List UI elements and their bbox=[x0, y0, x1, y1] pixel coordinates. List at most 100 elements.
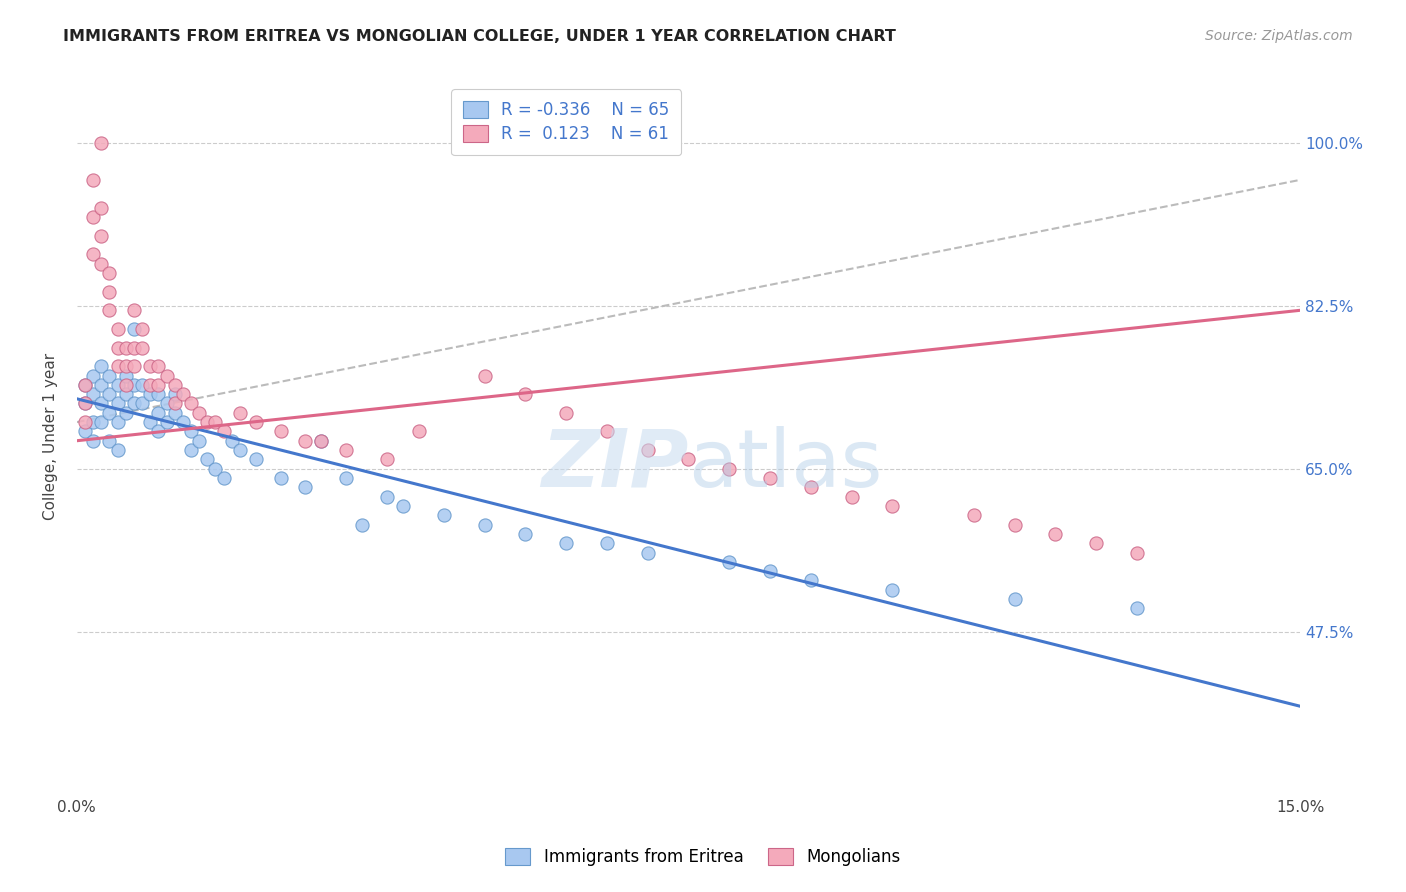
Y-axis label: College, Under 1 year: College, Under 1 year bbox=[44, 352, 58, 520]
Point bbox=[114, 359, 136, 374]
Point bbox=[82, 434, 104, 448]
Text: IMMIGRANTS FROM ERITREA VS MONGOLIAN COLLEGE, UNDER 1 YEAR CORRELATION CHART: IMMIGRANTS FROM ERITREA VS MONGOLIAN COL… bbox=[63, 29, 896, 45]
Point bbox=[841, 490, 863, 504]
Point bbox=[114, 341, 136, 355]
Point bbox=[131, 322, 153, 336]
Point bbox=[98, 285, 121, 299]
Point bbox=[1126, 545, 1149, 559]
Point bbox=[139, 377, 162, 392]
Point bbox=[107, 443, 129, 458]
Point bbox=[515, 387, 537, 401]
Point bbox=[148, 406, 170, 420]
Point bbox=[114, 387, 136, 401]
Point bbox=[114, 406, 136, 420]
Point bbox=[882, 582, 904, 597]
Point bbox=[229, 406, 252, 420]
Point bbox=[294, 434, 316, 448]
Point bbox=[335, 443, 357, 458]
Point bbox=[163, 406, 186, 420]
Point bbox=[433, 508, 456, 523]
Point bbox=[245, 452, 267, 467]
Point bbox=[98, 387, 121, 401]
Point bbox=[963, 508, 986, 523]
Text: ZIP: ZIP bbox=[541, 425, 689, 504]
Point bbox=[82, 368, 104, 383]
Point bbox=[90, 201, 112, 215]
Point bbox=[98, 434, 121, 448]
Point bbox=[195, 452, 218, 467]
Point bbox=[122, 322, 145, 336]
Point bbox=[800, 574, 823, 588]
Point bbox=[718, 461, 741, 475]
Point bbox=[375, 490, 398, 504]
Point bbox=[408, 425, 430, 439]
Point bbox=[637, 443, 659, 458]
Point bbox=[90, 396, 112, 410]
Point bbox=[163, 396, 186, 410]
Point bbox=[139, 415, 162, 429]
Point bbox=[122, 359, 145, 374]
Point bbox=[204, 461, 226, 475]
Point bbox=[163, 377, 186, 392]
Point bbox=[139, 387, 162, 401]
Point bbox=[131, 377, 153, 392]
Point bbox=[204, 415, 226, 429]
Legend: Immigrants from Eritrea, Mongolians: Immigrants from Eritrea, Mongolians bbox=[499, 841, 907, 873]
Point bbox=[515, 527, 537, 541]
Point bbox=[555, 536, 578, 550]
Point bbox=[229, 443, 252, 458]
Point bbox=[82, 247, 104, 261]
Text: Source: ZipAtlas.com: Source: ZipAtlas.com bbox=[1205, 29, 1353, 44]
Point bbox=[98, 266, 121, 280]
Point bbox=[270, 425, 292, 439]
Point bbox=[596, 425, 619, 439]
Point bbox=[270, 471, 292, 485]
Point bbox=[555, 406, 578, 420]
Legend: R = -0.336    N = 65, R =  0.123    N = 61: R = -0.336 N = 65, R = 0.123 N = 61 bbox=[451, 89, 681, 155]
Point bbox=[73, 377, 96, 392]
Point bbox=[392, 499, 415, 513]
Point bbox=[882, 499, 904, 513]
Point bbox=[800, 480, 823, 494]
Point bbox=[107, 341, 129, 355]
Point bbox=[637, 545, 659, 559]
Point bbox=[375, 452, 398, 467]
Point bbox=[212, 471, 235, 485]
Point bbox=[335, 471, 357, 485]
Point bbox=[90, 257, 112, 271]
Point bbox=[107, 359, 129, 374]
Point bbox=[122, 303, 145, 318]
Point bbox=[163, 387, 186, 401]
Point bbox=[474, 368, 496, 383]
Point bbox=[474, 517, 496, 532]
Point bbox=[107, 396, 129, 410]
Point bbox=[90, 136, 112, 150]
Point bbox=[90, 377, 112, 392]
Point bbox=[114, 368, 136, 383]
Point bbox=[73, 415, 96, 429]
Point bbox=[131, 341, 153, 355]
Point bbox=[245, 415, 267, 429]
Point bbox=[148, 387, 170, 401]
Point bbox=[1085, 536, 1108, 550]
Point bbox=[155, 368, 177, 383]
Point bbox=[678, 452, 700, 467]
Point bbox=[73, 396, 96, 410]
Point bbox=[73, 425, 96, 439]
Point bbox=[98, 368, 121, 383]
Point bbox=[155, 415, 177, 429]
Point bbox=[1045, 527, 1067, 541]
Point bbox=[122, 396, 145, 410]
Point bbox=[180, 443, 202, 458]
Point bbox=[73, 396, 96, 410]
Point bbox=[107, 415, 129, 429]
Point bbox=[122, 341, 145, 355]
Point bbox=[172, 415, 194, 429]
Point bbox=[718, 555, 741, 569]
Point bbox=[172, 387, 194, 401]
Point bbox=[107, 322, 129, 336]
Point bbox=[82, 173, 104, 187]
Point bbox=[294, 480, 316, 494]
Point bbox=[759, 564, 782, 578]
Point bbox=[139, 359, 162, 374]
